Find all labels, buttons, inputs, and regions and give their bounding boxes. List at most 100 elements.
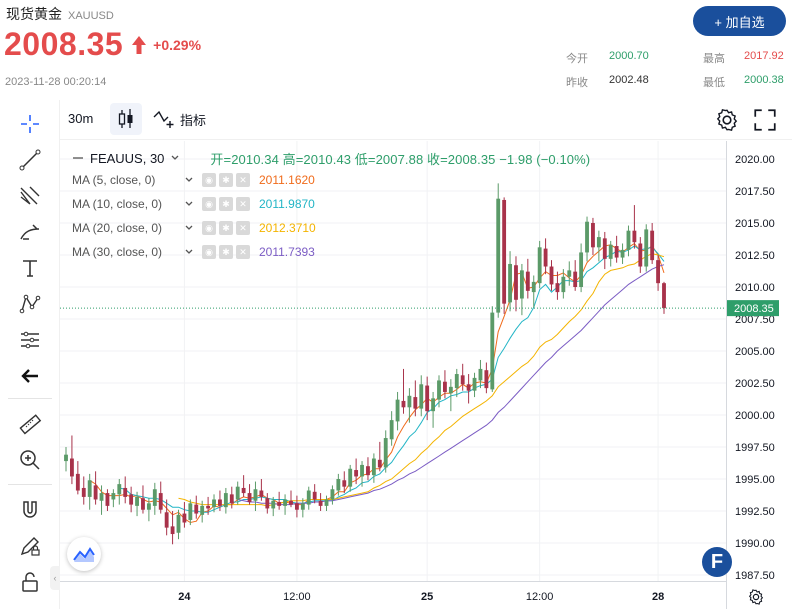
candle-body[interactable] bbox=[212, 499, 216, 508]
candle-body[interactable] bbox=[253, 489, 258, 501]
candle-body[interactable] bbox=[312, 491, 317, 500]
candle-body[interactable] bbox=[200, 505, 205, 515]
candle-body[interactable] bbox=[620, 249, 625, 258]
candle-body[interactable] bbox=[531, 281, 536, 293]
chart-type-button[interactable] bbox=[110, 103, 142, 135]
lock-drawing-tool[interactable] bbox=[14, 532, 46, 560]
close-icon[interactable]: ✕ bbox=[236, 173, 250, 187]
candle-body[interactable] bbox=[247, 493, 252, 503]
close-icon[interactable]: ✕ bbox=[236, 245, 250, 259]
candle-body[interactable] bbox=[152, 489, 157, 506]
candle-body[interactable] bbox=[223, 493, 228, 508]
candle-body[interactable] bbox=[519, 270, 524, 299]
candle-body[interactable] bbox=[662, 283, 666, 309]
candle-body[interactable] bbox=[413, 397, 418, 409]
candle-body[interactable] bbox=[330, 489, 335, 500]
candle-body[interactable] bbox=[389, 420, 394, 440]
candle-body[interactable] bbox=[111, 493, 116, 500]
candle-body[interactable] bbox=[176, 514, 181, 533]
close-icon[interactable]: ✕ bbox=[236, 197, 250, 211]
tradingview-logo[interactable] bbox=[67, 537, 101, 571]
candle-body[interactable] bbox=[626, 230, 631, 250]
candle-body[interactable] bbox=[75, 473, 80, 491]
candle-body[interactable] bbox=[537, 247, 542, 284]
candle-body[interactable] bbox=[472, 377, 477, 391]
candle-body[interactable] bbox=[342, 480, 347, 487]
lock-tool[interactable] bbox=[14, 568, 46, 596]
candle-body[interactable] bbox=[484, 370, 489, 389]
toolbar-collapse-handle[interactable]: ‹ bbox=[50, 566, 60, 590]
candle-body[interactable] bbox=[117, 484, 122, 495]
candle-body[interactable] bbox=[158, 493, 163, 510]
candle-body[interactable] bbox=[502, 199, 507, 304]
candle-body[interactable] bbox=[283, 499, 287, 506]
candle-body[interactable] bbox=[306, 490, 311, 505]
candle-body[interactable] bbox=[561, 276, 566, 293]
settings-gear-icon[interactable] bbox=[714, 107, 740, 133]
candle-body[interactable] bbox=[218, 499, 222, 506]
price-axis[interactable] bbox=[726, 141, 792, 609]
candle-body[interactable] bbox=[99, 493, 104, 501]
candle-body[interactable] bbox=[123, 487, 128, 497]
candle-body[interactable] bbox=[206, 505, 211, 509]
settings-icon[interactable]: ✱ bbox=[219, 245, 233, 259]
candle-body[interactable] bbox=[360, 464, 364, 477]
candle-body[interactable] bbox=[354, 470, 359, 477]
axis-settings-icon[interactable] bbox=[747, 588, 765, 606]
candle-body[interactable] bbox=[549, 266, 554, 285]
candle-body[interactable] bbox=[407, 395, 412, 408]
candle-body[interactable] bbox=[425, 385, 430, 412]
candle-body[interactable] bbox=[371, 458, 376, 476]
candle-body[interactable] bbox=[235, 486, 240, 500]
chevron-down-icon[interactable] bbox=[184, 247, 194, 257]
chevron-down-icon[interactable] bbox=[184, 175, 194, 185]
candle-body[interactable] bbox=[614, 246, 619, 258]
candle-body[interactable] bbox=[401, 400, 406, 408]
trend-line-tool[interactable] bbox=[14, 146, 46, 174]
candle-body[interactable] bbox=[490, 312, 495, 390]
candle-body[interactable] bbox=[514, 265, 518, 300]
candle-body[interactable] bbox=[87, 480, 92, 497]
settings-icon[interactable]: ✱ bbox=[219, 197, 233, 211]
candle-body[interactable] bbox=[383, 438, 388, 468]
candle-body[interactable] bbox=[608, 244, 613, 259]
candle-body[interactable] bbox=[454, 374, 459, 389]
candle-body[interactable] bbox=[632, 230, 637, 243]
candle-body[interactable] bbox=[591, 223, 595, 248]
candle-body[interactable] bbox=[324, 499, 329, 506]
candle-body[interactable] bbox=[265, 498, 270, 509]
candle-body[interactable] bbox=[241, 487, 246, 494]
collapse-legend-icon[interactable] bbox=[72, 152, 84, 164]
candle-body[interactable] bbox=[437, 380, 441, 400]
candle-body[interactable] bbox=[105, 493, 110, 506]
candle-body[interactable] bbox=[656, 260, 661, 284]
candle-body[interactable] bbox=[271, 500, 276, 509]
candle-body[interactable] bbox=[182, 513, 187, 523]
candle-body[interactable] bbox=[318, 500, 323, 506]
add-to-watchlist-button[interactable]: + 加自选 bbox=[693, 6, 786, 36]
candle-body[interactable] bbox=[170, 526, 175, 535]
candle-body[interactable] bbox=[443, 381, 447, 392]
candle-body[interactable] bbox=[478, 368, 483, 381]
candle-body[interactable] bbox=[395, 399, 400, 422]
ma-legend-row[interactable]: MA (10, close, 0) ◉ ✱ ✕ 2011.9870 bbox=[72, 192, 590, 216]
candle-body[interactable] bbox=[555, 283, 560, 293]
candle-body[interactable] bbox=[188, 503, 193, 520]
candle-body[interactable] bbox=[496, 198, 501, 313]
back-tool[interactable] bbox=[14, 362, 46, 390]
fib-tool[interactable] bbox=[14, 182, 46, 210]
f-badge[interactable]: F bbox=[702, 547, 732, 577]
candle-body[interactable] bbox=[259, 490, 264, 497]
plot-area[interactable] bbox=[60, 141, 726, 581]
chevron-down-icon[interactable] bbox=[170, 153, 180, 163]
candle-body[interactable] bbox=[602, 238, 607, 259]
magnet-tool[interactable] bbox=[14, 496, 46, 524]
chevron-down-icon[interactable] bbox=[184, 223, 194, 233]
settings-icon[interactable]: ✱ bbox=[219, 173, 233, 187]
candle-body[interactable] bbox=[466, 384, 471, 391]
candle-body[interactable] bbox=[585, 221, 589, 253]
candle-body[interactable] bbox=[525, 271, 530, 291]
settings-icon[interactable]: ✱ bbox=[219, 221, 233, 235]
candle-body[interactable] bbox=[377, 459, 382, 468]
